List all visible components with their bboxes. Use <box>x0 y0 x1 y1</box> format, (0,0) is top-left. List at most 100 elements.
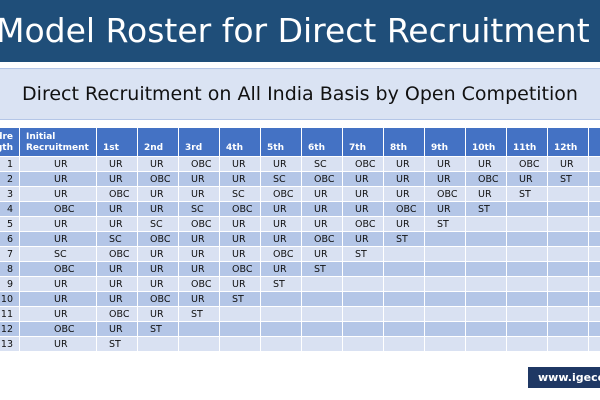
roster-cell: OBC <box>220 202 261 217</box>
roster-cell <box>220 337 261 352</box>
roster-cell: UR <box>97 217 138 232</box>
roster-cell: UR <box>261 217 302 232</box>
roster-cell: UR <box>425 172 466 187</box>
roster-cell: UR <box>20 157 97 172</box>
roster-cell: UR <box>343 232 384 247</box>
roster-cell: OBC <box>138 172 179 187</box>
roster-cell: UR <box>97 202 138 217</box>
roster-cell <box>343 322 384 337</box>
roster-cell: UR <box>97 277 138 292</box>
roster-cell <box>589 187 600 202</box>
cadre-strength: 11 <box>0 307 20 322</box>
roster-cell <box>466 217 507 232</box>
roster-cell: UR <box>302 187 343 202</box>
roster-cell: SC <box>179 202 220 217</box>
roster-cell: UR <box>220 247 261 262</box>
roster-cell: OBC <box>220 262 261 277</box>
roster-cell: UR <box>343 172 384 187</box>
roster-cell: SC <box>97 232 138 247</box>
column-header: Cadre Strength <box>0 128 20 157</box>
column-header: 2nd <box>138 128 179 157</box>
roster-cell <box>425 262 466 277</box>
roster-cell: UR <box>138 247 179 262</box>
roster-cell <box>507 202 548 217</box>
column-header: 12th <box>548 128 589 157</box>
roster-cell: OBC <box>507 157 548 172</box>
cadre-strength: 5 <box>0 217 20 232</box>
roster-cell <box>302 337 343 352</box>
cadre-strength: 9 <box>0 277 20 292</box>
roster-cell <box>425 232 466 247</box>
roster-cell <box>261 322 302 337</box>
roster-cell <box>384 277 425 292</box>
roster-cell: UR <box>20 337 97 352</box>
roster-cell <box>425 292 466 307</box>
roster-cell: UR <box>220 277 261 292</box>
roster-cell <box>384 307 425 322</box>
cadre-strength: 3 <box>0 187 20 202</box>
roster-cell <box>548 232 589 247</box>
roster-cell: OBC <box>179 157 220 172</box>
roster-cell <box>384 292 425 307</box>
roster-cell: OBC <box>20 202 97 217</box>
roster-cell: OBC <box>97 247 138 262</box>
roster-cell: UR <box>20 307 97 322</box>
roster-cell: ST <box>179 307 220 322</box>
roster-cell <box>507 232 548 247</box>
roster-cell <box>589 292 600 307</box>
roster-cell: UR <box>20 277 97 292</box>
roster-cell <box>548 307 589 322</box>
roster-cell: UR <box>261 202 302 217</box>
roster-cell <box>507 277 548 292</box>
roster-cell <box>507 217 548 232</box>
roster-cell: UR <box>179 247 220 262</box>
column-header: Initial Recruitment <box>20 128 97 157</box>
roster-cell <box>466 232 507 247</box>
roster-cell <box>343 292 384 307</box>
roster-cell: UR <box>179 262 220 277</box>
roster-cell: UR <box>20 187 97 202</box>
roster-cell: ST <box>138 322 179 337</box>
roster-cell: UR <box>220 157 261 172</box>
roster-cell: UR <box>138 187 179 202</box>
cadre-strength: 12 <box>0 322 20 337</box>
roster-cell: SC <box>261 172 302 187</box>
roster-cell <box>466 322 507 337</box>
roster-cell <box>589 307 600 322</box>
roster-cell: UR <box>97 322 138 337</box>
roster-cell <box>589 322 600 337</box>
roster-cell <box>589 202 600 217</box>
roster-cell: UR <box>343 187 384 202</box>
title: Model Roster for Direct Recruitment <box>0 11 590 50</box>
roster-cell <box>589 262 600 277</box>
roster-cell: UR <box>220 217 261 232</box>
roster-cell <box>138 337 179 352</box>
roster-cell: ST <box>425 217 466 232</box>
roster-cell: OBC <box>343 217 384 232</box>
roster-cell: UR <box>548 157 589 172</box>
roster-cell: UR <box>425 202 466 217</box>
cadre-strength: 10 <box>0 292 20 307</box>
column-header: 7th <box>343 128 384 157</box>
roster-cell <box>179 337 220 352</box>
roster-cell: OBC <box>302 172 343 187</box>
roster-cell <box>466 262 507 277</box>
roster-cell <box>302 292 343 307</box>
roster-cell: OBC <box>261 187 302 202</box>
roster-cell <box>425 322 466 337</box>
roster-cell: ST <box>384 232 425 247</box>
roster-cell: UR <box>138 307 179 322</box>
column-header: 11th <box>507 128 548 157</box>
column-header: 8th <box>384 128 425 157</box>
title-bar: Model Roster for Direct Recruitment <box>0 0 600 62</box>
roster-cell: UR <box>466 157 507 172</box>
roster-cell <box>302 277 343 292</box>
roster-cell: UR <box>138 202 179 217</box>
cadre-strength: 4 <box>0 202 20 217</box>
roster-cell <box>589 277 600 292</box>
roster-cell <box>507 337 548 352</box>
roster-cell: UR <box>97 292 138 307</box>
roster-cell <box>384 337 425 352</box>
roster-cell: ST <box>220 292 261 307</box>
roster-cell: UR <box>384 217 425 232</box>
